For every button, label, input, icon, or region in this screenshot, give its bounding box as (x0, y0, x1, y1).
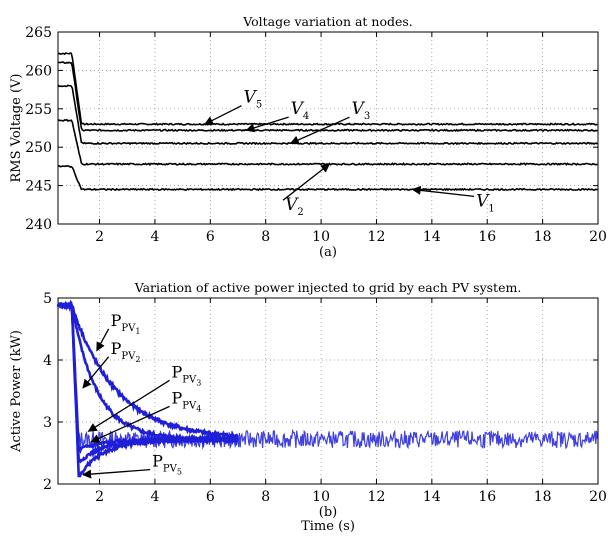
annotation-label-v5: V5 (244, 88, 263, 111)
annotation-label-v2: V2 (285, 195, 304, 218)
annotation-sub: 1 (488, 203, 494, 214)
x-tick-label: 10 (312, 229, 330, 245)
annotation-arrow-v4 (245, 116, 289, 133)
y-tick-label: 4 (43, 353, 52, 369)
series-line-v1 (57, 164, 598, 192)
annotation-sub: 5 (256, 100, 262, 111)
annotation-arrow-ppv5 (82, 468, 151, 479)
annotation-sub: 2 (297, 207, 303, 218)
annotation-main: V (244, 88, 258, 108)
x-tick-label: 18 (534, 489, 552, 505)
y-tick-label: 255 (25, 102, 52, 118)
annotation-main: P (152, 452, 163, 471)
annotation-sub2: 4 (196, 404, 201, 413)
x-axis-label: Time (s) (301, 519, 355, 534)
annotation-main: P (172, 388, 183, 407)
annotation-main: P (172, 362, 183, 381)
annotation-arrow-ppv1 (96, 328, 110, 352)
series-line-v5 (57, 52, 598, 126)
y-tick-label: 265 (25, 25, 52, 41)
annotation-sub2: 5 (177, 468, 182, 477)
panel-a-voltage: 2 4 6 8 10 12 14 16 18 20240245250255260265Voltag… (9, 14, 607, 260)
series-line-v3 (57, 84, 598, 146)
x-tick-label: 18 (534, 229, 552, 245)
x-tick-label: 2 (95, 489, 104, 505)
y-tick-label: 240 (25, 217, 52, 233)
x-tick-label: 4 (150, 229, 159, 245)
x-tick-label: 16 (478, 229, 496, 245)
annotation-main: V (352, 99, 366, 119)
x-tick-label: 6 (206, 229, 215, 245)
annotation-main: V (476, 191, 490, 211)
annotation-main: P (111, 311, 122, 330)
x-tick-label: 14 (423, 229, 441, 245)
annotation-arrow-ppv3 (87, 379, 170, 432)
annotation-label-ppv1: PPV1 (111, 311, 141, 336)
annotation-sub: 4 (303, 111, 309, 122)
series-line-ppv3 (57, 299, 239, 454)
annotation-arrow-v1 (411, 185, 475, 197)
series-line-ppv5 (56, 301, 239, 478)
annotation-arrow-v5 (203, 105, 242, 125)
annotation-main: V (285, 195, 299, 215)
annotation-label-ppv2: PPV2 (111, 339, 141, 364)
annotation-arrow-ppv4 (90, 405, 170, 443)
annotation-label-v3: V3 (352, 99, 371, 122)
x-tick-label: 16 (478, 489, 496, 505)
annotation-sub2: 2 (135, 355, 140, 364)
x-tick-label: 14 (423, 489, 441, 505)
series-line-ppv2 (56, 300, 239, 445)
x-tick-label: 20 (589, 489, 607, 505)
annotation-sub: PV (182, 400, 197, 411)
series-line-v4 (57, 61, 598, 133)
x-tick-label: 20 (589, 229, 607, 245)
x-tick-label: 8 (261, 489, 270, 505)
y-tick-label: 3 (43, 415, 52, 431)
annotation-label-ppv3: PPV3 (172, 362, 202, 387)
annotation-label-v1: V1 (476, 191, 495, 214)
annotation-main: V (291, 99, 305, 119)
annotation-sub: PV (121, 351, 136, 362)
x-tick-label: 10 (312, 489, 330, 505)
y-axis-label: RMS Voltage (V) (9, 74, 24, 183)
y-tick-label: 2 (43, 477, 52, 493)
y-tick-label: 5 (43, 291, 52, 307)
annotation-sub: PV (182, 374, 197, 385)
panel-caption: (a) (319, 245, 337, 260)
y-tick-label: 245 (25, 179, 52, 195)
annotation-sub: 3 (364, 111, 370, 122)
plot-frame (57, 31, 599, 225)
annotation-sub: PV (163, 464, 178, 475)
annotation-label-ppv5: PPV5 (152, 452, 182, 477)
annotation-sub2: 3 (196, 378, 201, 387)
annotation-arrow-v3 (289, 116, 350, 145)
panel-caption: (b) (319, 505, 337, 520)
x-tick-label: 2 (95, 229, 104, 245)
x-tick-label: 6 (206, 489, 215, 505)
x-tick-label: 12 (368, 489, 386, 505)
annotation-main: P (111, 339, 122, 358)
y-tick-label: 250 (25, 140, 52, 156)
chart-title: Variation of active power injected to gr… (134, 280, 522, 295)
annotation-label-v4: V4 (291, 99, 310, 122)
x-tick-label: 4 (150, 489, 159, 505)
x-tick-label: 8 (261, 229, 270, 245)
x-tick-label: 12 (368, 229, 386, 245)
annotation-sub: PV (121, 323, 136, 334)
y-tick-label: 260 (25, 63, 52, 79)
annotation-arrow-ppv2 (82, 356, 110, 389)
annotation-sub2: 1 (135, 327, 140, 336)
y-axis-label: Active Power (kW) (9, 330, 24, 453)
annotation-arrow-v2 (282, 163, 331, 201)
chart-title: Voltage variation at nodes. (242, 14, 413, 29)
annotation-label-ppv4: PPV4 (172, 388, 202, 413)
plot-frame (57, 297, 599, 485)
